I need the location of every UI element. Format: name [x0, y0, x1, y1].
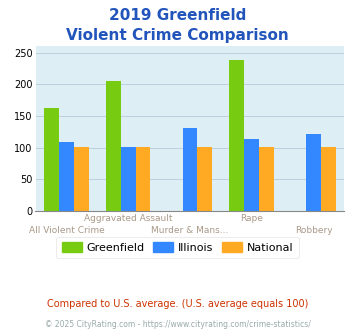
Bar [306, 134, 321, 211]
Bar [321, 147, 336, 211]
Text: Murder & Mans...: Murder & Mans... [151, 226, 229, 235]
Text: 2019 Greenfield: 2019 Greenfield [109, 8, 246, 23]
Bar [229, 60, 244, 211]
Text: Robbery: Robbery [295, 226, 332, 235]
Bar [259, 147, 274, 211]
Text: Aggravated Assault: Aggravated Assault [84, 214, 173, 222]
Bar [197, 147, 212, 211]
Bar [106, 81, 121, 211]
Text: Compared to U.S. average. (U.S. average equals 100): Compared to U.S. average. (U.S. average … [47, 299, 308, 309]
Text: Violent Crime Comparison: Violent Crime Comparison [66, 28, 289, 43]
Bar [182, 128, 197, 211]
Text: © 2025 CityRating.com - https://www.cityrating.com/crime-statistics/: © 2025 CityRating.com - https://www.city… [45, 320, 310, 329]
Bar [44, 108, 59, 211]
Text: All Violent Crime: All Violent Crime [28, 226, 104, 235]
Legend: Greenfield, Illinois, National: Greenfield, Illinois, National [56, 237, 299, 258]
Text: Rape: Rape [240, 214, 263, 222]
Bar [59, 142, 74, 211]
Bar [244, 140, 259, 211]
Bar [74, 147, 89, 211]
Bar [136, 147, 151, 211]
Bar [121, 147, 136, 211]
